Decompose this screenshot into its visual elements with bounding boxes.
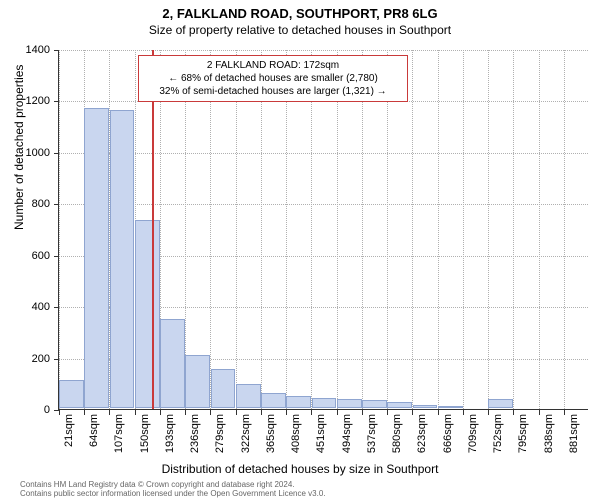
ytick-label: 200 [10, 353, 50, 365]
gridline-vertical [311, 50, 312, 409]
histogram-bar [185, 355, 210, 408]
histogram-bar [312, 398, 337, 408]
histogram-bar [236, 384, 261, 408]
gridline-vertical [438, 50, 439, 409]
gridline-vertical [362, 50, 363, 409]
marker-line [152, 50, 154, 409]
xtick-mark [488, 410, 489, 415]
plot-region: 21sqm64sqm107sqm150sqm193sqm236sqm279sqm… [58, 50, 588, 410]
xtick-label: 623sqm [416, 414, 428, 453]
chart-title: 2, FALKLAND ROAD, SOUTHPORT, PR8 6LG [0, 0, 600, 21]
xtick-label: 666sqm [442, 414, 454, 453]
gridline-vertical [59, 50, 60, 409]
gridline-vertical [387, 50, 388, 409]
xtick-label: 21sqm [63, 414, 75, 447]
xtick-mark [286, 410, 287, 415]
xtick-label: 537sqm [366, 414, 378, 453]
gridline-vertical [236, 50, 237, 409]
xtick-mark [160, 410, 161, 415]
gridline-vertical [539, 50, 540, 409]
callout-box: 2 FALKLAND ROAD: 172sqm ← 68% of detache… [138, 55, 408, 102]
xtick-mark [362, 410, 363, 415]
chart-container: 2, FALKLAND ROAD, SOUTHPORT, PR8 6LG Siz… [0, 0, 600, 500]
ytick-label: 1200 [10, 95, 50, 107]
attribution-line-2: Contains public sector information licen… [20, 490, 326, 499]
xtick-label: 795sqm [517, 414, 529, 453]
xtick-label: 365sqm [265, 414, 277, 453]
gridline-vertical [261, 50, 262, 409]
xtick-mark [261, 410, 262, 415]
gridline-horizontal [59, 153, 588, 154]
xtick-mark [210, 410, 211, 415]
histogram-bar [286, 396, 311, 408]
chart-area: 21sqm64sqm107sqm150sqm193sqm236sqm279sqm… [58, 50, 588, 410]
histogram-bar [211, 369, 236, 408]
ytick-label: 1000 [10, 147, 50, 159]
xtick-label: 408sqm [290, 414, 302, 453]
histogram-bar [59, 380, 84, 408]
callout-line-3: 32% of semi-detached houses are larger (… [145, 85, 401, 98]
histogram-bar [110, 110, 135, 408]
xtick-label: 494sqm [341, 414, 353, 453]
chart-subtitle: Size of property relative to detached ho… [0, 21, 600, 37]
xtick-mark [59, 410, 60, 415]
xtick-mark [387, 410, 388, 415]
xtick-mark [109, 410, 110, 415]
gridline-vertical [513, 50, 514, 409]
ytick-label: 600 [10, 250, 50, 262]
ytick-label: 800 [10, 198, 50, 210]
x-axis-label: Distribution of detached houses by size … [0, 462, 600, 476]
xtick-label: 838sqm [543, 414, 555, 453]
ytick-label: 1400 [10, 44, 50, 56]
ytick-label: 0 [10, 404, 50, 416]
xtick-label: 881sqm [568, 414, 580, 453]
xtick-label: 322sqm [240, 414, 252, 453]
histogram-bar [387, 402, 412, 408]
xtick-mark [84, 410, 85, 415]
xtick-label: 193sqm [164, 414, 176, 453]
xtick-mark [564, 410, 565, 415]
xtick-mark [463, 410, 464, 415]
attribution: Contains HM Land Registry data © Crown c… [20, 481, 326, 499]
callout-line-2: ← 68% of detached houses are smaller (2,… [145, 72, 401, 85]
gridline-vertical [210, 50, 211, 409]
gridline-vertical [564, 50, 565, 409]
xtick-label: 279sqm [214, 414, 226, 453]
histogram-bar [362, 400, 387, 408]
histogram-bar [135, 220, 160, 408]
gridline-vertical [488, 50, 489, 409]
histogram-bar [337, 399, 362, 408]
histogram-bar [160, 319, 185, 408]
xtick-mark [185, 410, 186, 415]
histogram-bar [84, 108, 109, 408]
xtick-mark [236, 410, 237, 415]
ytick-label: 400 [10, 301, 50, 313]
histogram-bar [413, 405, 438, 408]
histogram-bar [438, 406, 463, 408]
xtick-label: 150sqm [139, 414, 151, 453]
xtick-mark [412, 410, 413, 415]
gridline-vertical [337, 50, 338, 409]
gridline-horizontal [59, 50, 588, 51]
xtick-label: 64sqm [88, 414, 100, 447]
xtick-label: 451sqm [315, 414, 327, 453]
xtick-label: 580sqm [391, 414, 403, 453]
xtick-mark [337, 410, 338, 415]
xtick-mark [311, 410, 312, 415]
gridline-vertical [463, 50, 464, 409]
xtick-label: 236sqm [189, 414, 201, 453]
gridline-vertical [412, 50, 413, 409]
callout-line-1: 2 FALKLAND ROAD: 172sqm [145, 59, 401, 72]
gridline-vertical [286, 50, 287, 409]
xtick-label: 107sqm [113, 414, 125, 453]
xtick-mark [539, 410, 540, 415]
gridline-horizontal [59, 204, 588, 205]
histogram-bar [261, 393, 286, 408]
histogram-bar [488, 399, 513, 408]
xtick-label: 709sqm [467, 414, 479, 453]
xtick-mark [513, 410, 514, 415]
xtick-mark [438, 410, 439, 415]
xtick-mark [135, 410, 136, 415]
xtick-label: 752sqm [492, 414, 504, 453]
